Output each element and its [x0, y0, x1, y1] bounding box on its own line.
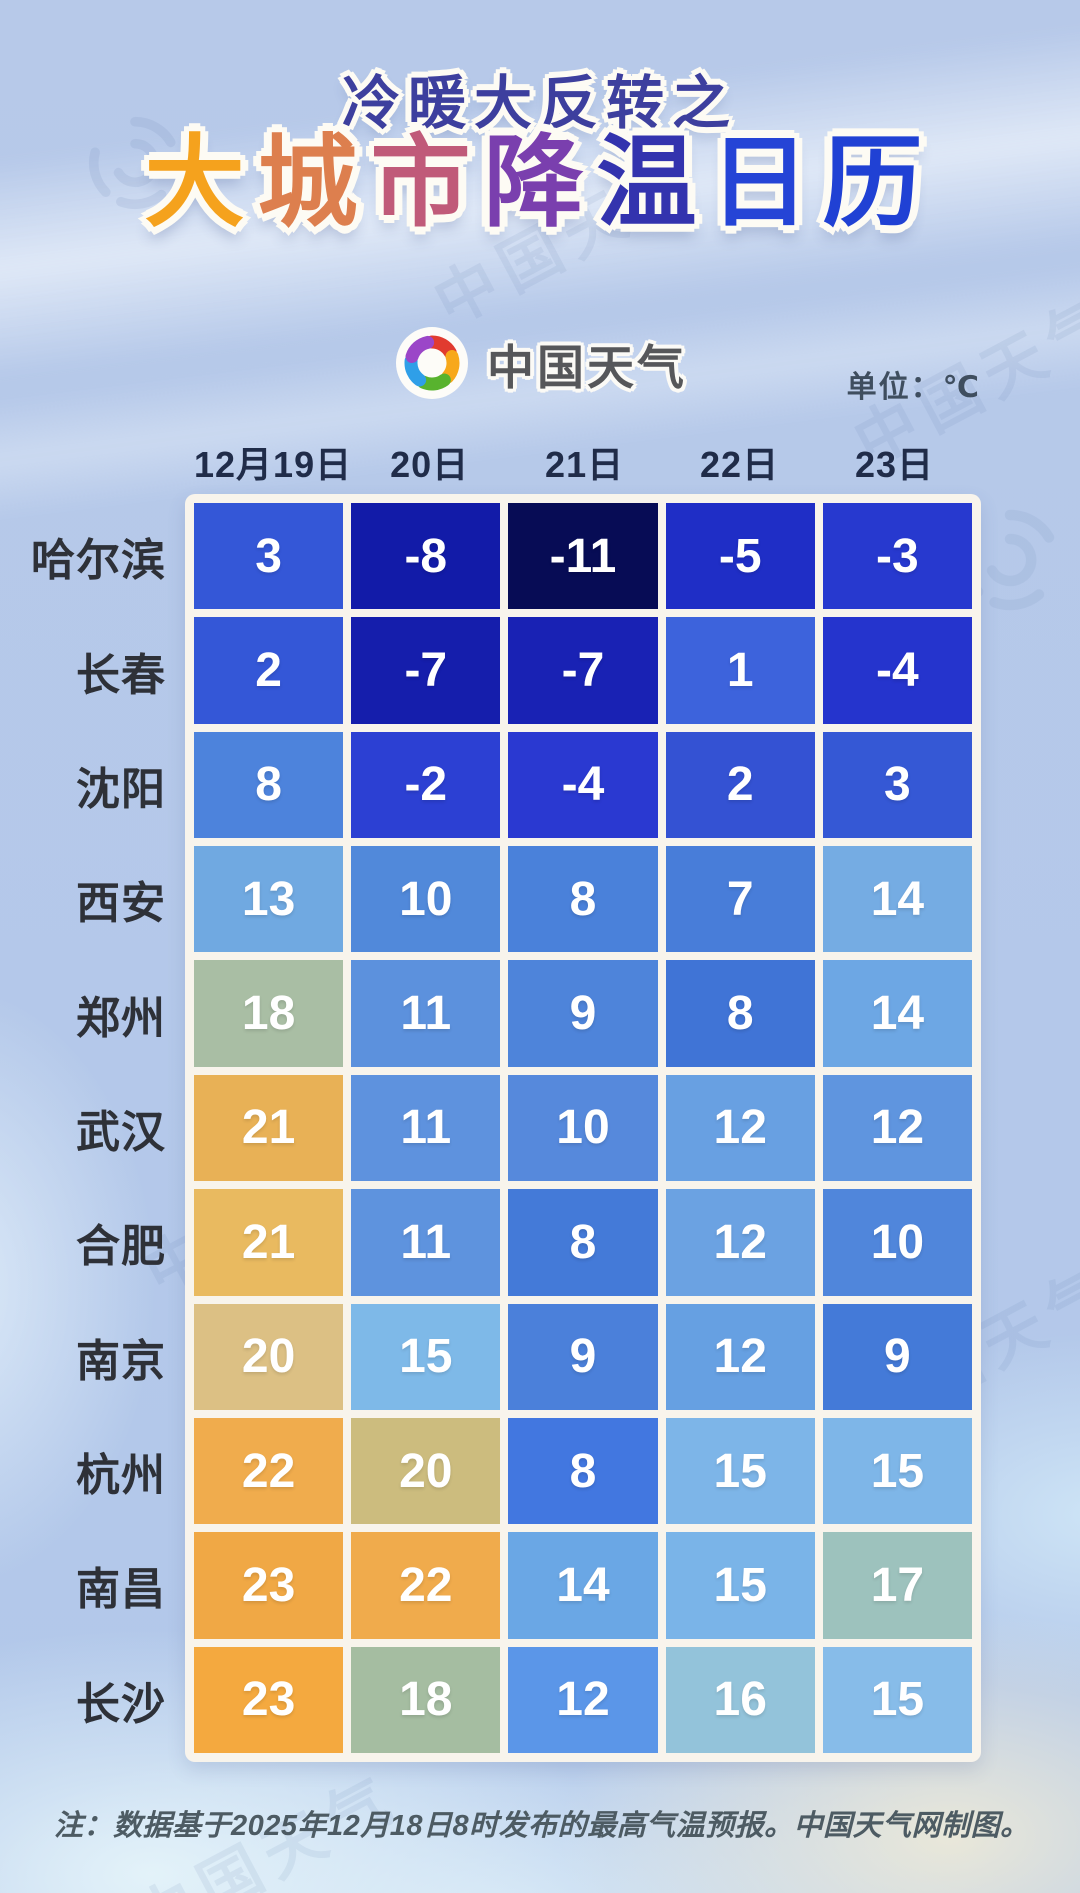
temp-cell: -4: [508, 731, 658, 839]
pinwheel-icon: [396, 327, 468, 399]
date-header: 21日: [545, 444, 625, 485]
temp-cell: 21: [194, 1189, 344, 1296]
temp-cell: 3: [822, 731, 972, 839]
temp-cell: 1: [665, 617, 815, 724]
city-label: 长春: [76, 650, 166, 700]
temp-cell: 22: [194, 1417, 344, 1525]
footnote: 注：数据基于2025年12月18日8时发布的最高气温预报。中国天气网制图。: [54, 1810, 1030, 1842]
temp-cell: -8: [351, 503, 501, 610]
poster-title-char: 日: [709, 127, 823, 239]
temp-cell: 15: [822, 1646, 972, 1753]
city-label-column: 哈尔滨长春沈阳西安郑州武汉合肥南京杭州南昌长沙: [0, 503, 176, 1753]
poster-title-char: 城: [257, 127, 371, 239]
temp-cell: 13: [194, 846, 344, 953]
temp-cell: -7: [508, 617, 658, 724]
temp-cell: 23: [194, 1532, 344, 1639]
temp-cell: -5: [665, 503, 815, 610]
temp-cell: 8: [508, 1189, 658, 1296]
temp-cell: 11: [351, 960, 501, 1067]
temp-cell: 20: [194, 1303, 344, 1410]
temp-cell: 18: [351, 1646, 501, 1753]
city-label: 杭州: [76, 1451, 166, 1501]
poster-title-char: 降: [483, 127, 597, 239]
temp-cell: 15: [665, 1417, 815, 1525]
temp-cell: 11: [351, 1189, 501, 1296]
poster-title-char: 历: [822, 127, 936, 239]
temp-cell: 12: [665, 1074, 815, 1182]
unit-label: 单位：℃: [846, 371, 981, 404]
city-label: 长沙: [76, 1679, 166, 1729]
temp-cell: 9: [508, 960, 658, 1067]
pinwheel-center: [424, 355, 440, 371]
city-label: 沈阳: [76, 764, 166, 814]
temp-cell: 12: [508, 1646, 658, 1753]
temp-cell: 23: [194, 1646, 344, 1753]
city-label: 西安: [76, 879, 166, 929]
temp-cell: 14: [508, 1532, 658, 1639]
city-label: 南京: [76, 1336, 166, 1386]
temp-cell: 12: [822, 1074, 972, 1182]
city-label: 郑州: [76, 993, 166, 1043]
brand-logo-text: 中国天气: [487, 340, 687, 394]
temp-cell: 14: [822, 846, 972, 953]
temp-cell: -2: [351, 731, 501, 839]
temp-cell: 9: [822, 1303, 972, 1410]
temp-cell: 20: [351, 1417, 501, 1525]
temp-cell: 9: [508, 1303, 658, 1410]
city-label: 合肥: [76, 1222, 166, 1272]
temp-cell: 3: [194, 503, 344, 610]
temp-cell: 11: [351, 1074, 501, 1182]
city-label: 武汉: [76, 1107, 166, 1157]
city-label: 南昌: [76, 1565, 166, 1615]
temp-cell: 7: [665, 846, 815, 953]
temp-cell: -11: [508, 503, 658, 610]
temp-cell: -3: [822, 503, 972, 610]
temp-cell: 14: [822, 960, 972, 1067]
temp-cell: 17: [822, 1532, 972, 1639]
temp-cell: 16: [665, 1646, 815, 1753]
temp-cell: -4: [822, 617, 972, 724]
temp-cell: 8: [508, 846, 658, 953]
temp-cell: 15: [665, 1532, 815, 1639]
poster-title-char: 温: [596, 127, 710, 239]
date-header: 22日: [700, 444, 780, 485]
temp-cell: 2: [665, 731, 815, 839]
temp-cell: 8: [194, 731, 344, 839]
temp-cell: 12: [665, 1189, 815, 1296]
temp-cell: 8: [665, 960, 815, 1067]
temp-cell: 15: [351, 1303, 501, 1410]
date-header-row: 12月19日 20日 21日 22日 23日: [194, 436, 972, 488]
temp-cell: 22: [351, 1532, 501, 1639]
city-label: 哈尔滨: [31, 536, 166, 586]
poster-subtitle: 冷暖大反转之: [341, 71, 738, 136]
temp-cell: 18: [194, 960, 344, 1067]
temp-cell: 2: [194, 617, 344, 724]
poster-title: 大城市降温日历: [0, 118, 1080, 248]
date-header: 12月19日: [194, 444, 353, 485]
temp-cell: 10: [351, 846, 501, 953]
temp-cell: 8: [508, 1417, 658, 1525]
date-header: 23日: [855, 444, 935, 485]
temp-cell: 10: [822, 1189, 972, 1296]
temp-cell: 12: [665, 1303, 815, 1410]
pinwheel-petal: [405, 335, 435, 364]
temp-cell: 21: [194, 1074, 344, 1182]
temperature-grid: 3 -8 -11 -5 -3 2 -7 -7 1 -4 8 -2 -4 2 3 13 10 8 7 14 18 11 9 8 1…: [194, 503, 972, 1753]
poster-title-char: 大: [144, 127, 258, 239]
brand-row: 中国天气: [0, 320, 1080, 406]
temp-cell: 10: [508, 1074, 658, 1182]
date-header: 20日: [390, 444, 470, 485]
temp-cell: 15: [822, 1417, 972, 1525]
temp-cell: -7: [351, 617, 501, 724]
poster-title-char: 市: [370, 127, 484, 239]
